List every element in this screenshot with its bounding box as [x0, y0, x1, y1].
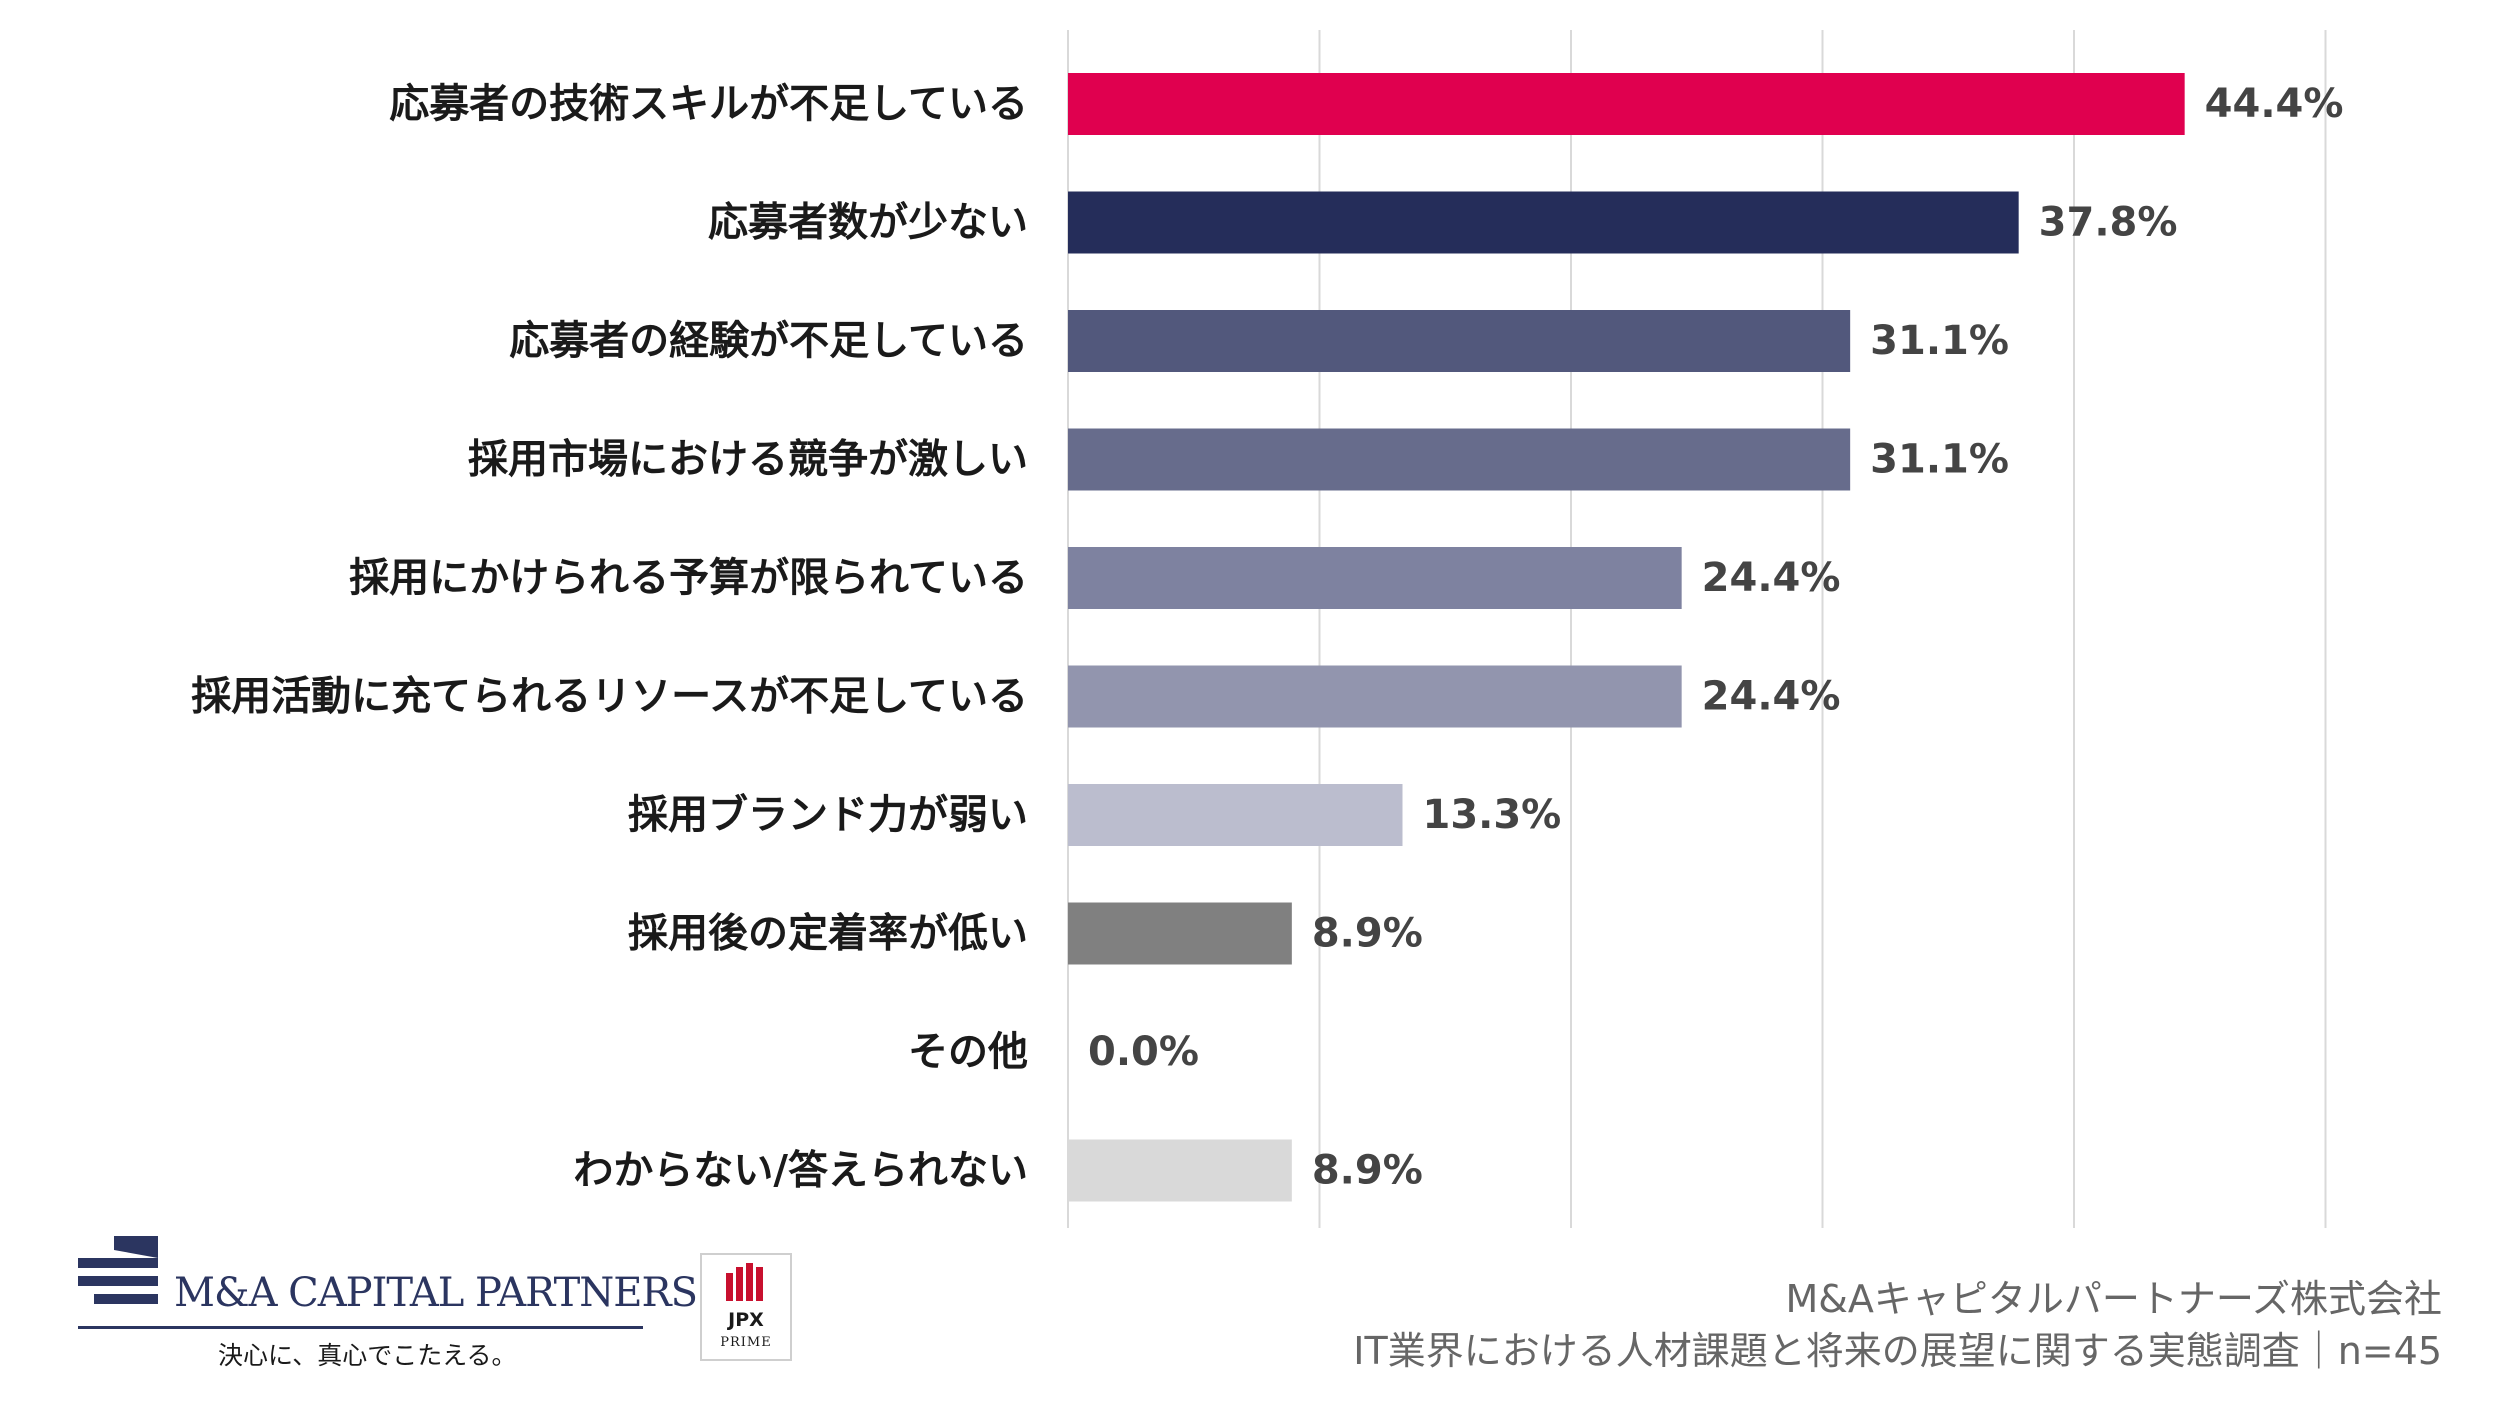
bar	[1068, 310, 1851, 372]
value-label: 8.9%	[1312, 911, 1423, 957]
category-label: 採用後の定着率が低い	[628, 911, 1028, 957]
footer-company: M&Aキャピタルパートナーズ株式会社	[1785, 1277, 2442, 1321]
bar	[1068, 191, 2019, 254]
bar	[1068, 784, 1403, 846]
value-label: 24.4%	[1702, 555, 1841, 601]
logo-emblem	[78, 1236, 158, 1304]
footer-survey: IT業界における人材課題と将来の展望に関する実態調査｜n=45	[1353, 1329, 2442, 1373]
value-label: 37.8%	[2039, 200, 2178, 246]
jpx-prime-badge: JPX PRIME	[700, 1253, 792, 1361]
value-label: 24.4%	[1702, 674, 1841, 720]
category-label: わからない/答えられない	[573, 1148, 1028, 1194]
logo-emblem-bar-1	[78, 1258, 158, 1268]
company-logo: M&A CAPITAL PARTNERS 決心に、真心でこたえる。	[78, 1236, 698, 1376]
bars	[1068, 73, 2185, 1202]
logo-name: M&A CAPITAL PARTNERS	[174, 1270, 698, 1316]
jpx-market-label: PRIME	[720, 1335, 772, 1350]
value-label: 31.1%	[1870, 318, 2009, 364]
logo-tagline: 決心に、真心でこたえる。	[218, 1341, 517, 1370]
value-label: 31.1%	[1870, 437, 2009, 483]
bar	[1068, 1139, 1292, 1202]
category-label: 採用活動に充てられるリソースが不足している	[191, 674, 1028, 720]
value-label: 0.0%	[1088, 1029, 1199, 1075]
jpx-mark-icon	[726, 1263, 763, 1301]
category-label: その他	[908, 1029, 1028, 1075]
bar	[1068, 902, 1292, 965]
category-label: 応募者の技術スキルが不足している	[389, 81, 1028, 127]
bar	[1068, 665, 1682, 728]
category-label: 応募者数が少ない	[708, 200, 1028, 246]
value-label: 44.4%	[2205, 81, 2344, 127]
bar	[1068, 547, 1682, 609]
value-label: 8.9%	[1312, 1148, 1423, 1194]
logo-emblem-top	[114, 1236, 158, 1258]
category-label: 応募者の経験が不足している	[509, 318, 1028, 364]
logo-divider	[78, 1326, 643, 1329]
logo-emblem-bar-3	[94, 1294, 158, 1304]
bar	[1068, 73, 2185, 135]
value-label: 13.3%	[1422, 792, 1561, 838]
jpx-label: JPX	[728, 1309, 764, 1331]
labels: 応募者の技術スキルが不足している 44.4% 応募者数が少ない 37.8% 応募者の経験…	[191, 81, 2343, 1194]
category-label: 採用市場における競争が激しい	[468, 437, 1028, 483]
category-label: 採用にかけられる予算が限られている	[349, 555, 1028, 601]
bar	[1068, 428, 1851, 491]
logo-emblem-bar-2	[78, 1276, 158, 1286]
category-label: 採用ブランド力が弱い	[628, 792, 1028, 838]
